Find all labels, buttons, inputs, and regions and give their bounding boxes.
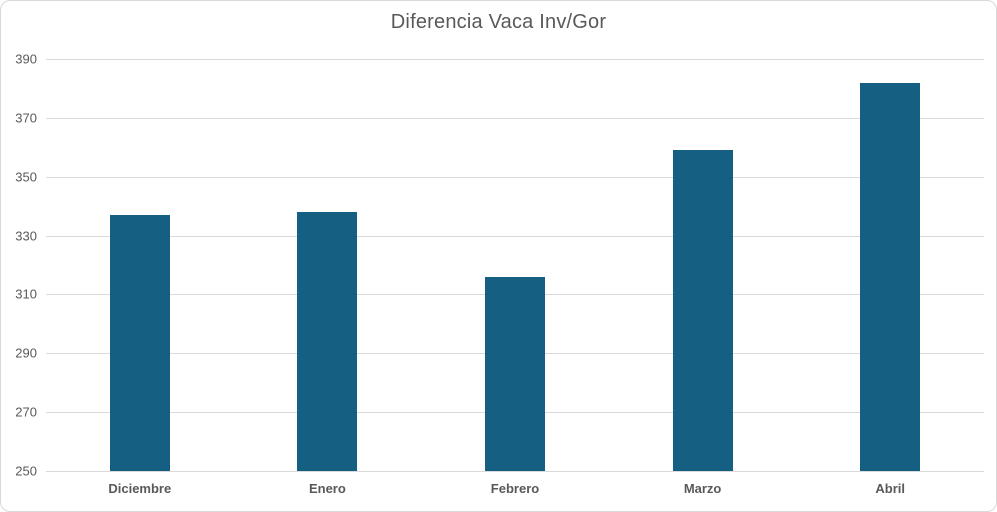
x-axis-label: Marzo bbox=[683, 481, 722, 496]
gridline bbox=[46, 235, 984, 237]
bar-enero bbox=[297, 212, 358, 471]
plot-area: 250 270 290 310 330 350 370 390 Diciembre Enero Fe… bbox=[15, 52, 984, 496]
bar-marzo bbox=[672, 150, 733, 471]
y-axis-label: 290 bbox=[15, 345, 37, 361]
x-axis-label: Febrero bbox=[490, 481, 540, 496]
chart-title: Diferencia Vaca Inv/Gor bbox=[390, 11, 607, 33]
x-axis-label: Enero bbox=[308, 481, 346, 496]
y-axis-label: 330 bbox=[15, 228, 37, 244]
gridline bbox=[46, 176, 984, 178]
y-axis-label: 390 bbox=[15, 51, 37, 67]
bar-diciembre bbox=[109, 214, 170, 471]
bar-abril bbox=[860, 82, 921, 471]
y-axis-label: 370 bbox=[15, 110, 37, 126]
y-axis-label: 250 bbox=[15, 463, 37, 479]
x-axis-label: Abril bbox=[875, 481, 905, 496]
gridline bbox=[46, 59, 984, 60]
y-axis-label: 350 bbox=[15, 169, 37, 185]
x-axis-line bbox=[46, 471, 984, 472]
bar-febrero bbox=[485, 276, 545, 471]
gridline bbox=[46, 117, 984, 119]
y-axis-label: 270 bbox=[15, 404, 37, 420]
y-axis-label: 310 bbox=[15, 286, 37, 302]
x-axis-label: Diciembre bbox=[108, 481, 172, 496]
